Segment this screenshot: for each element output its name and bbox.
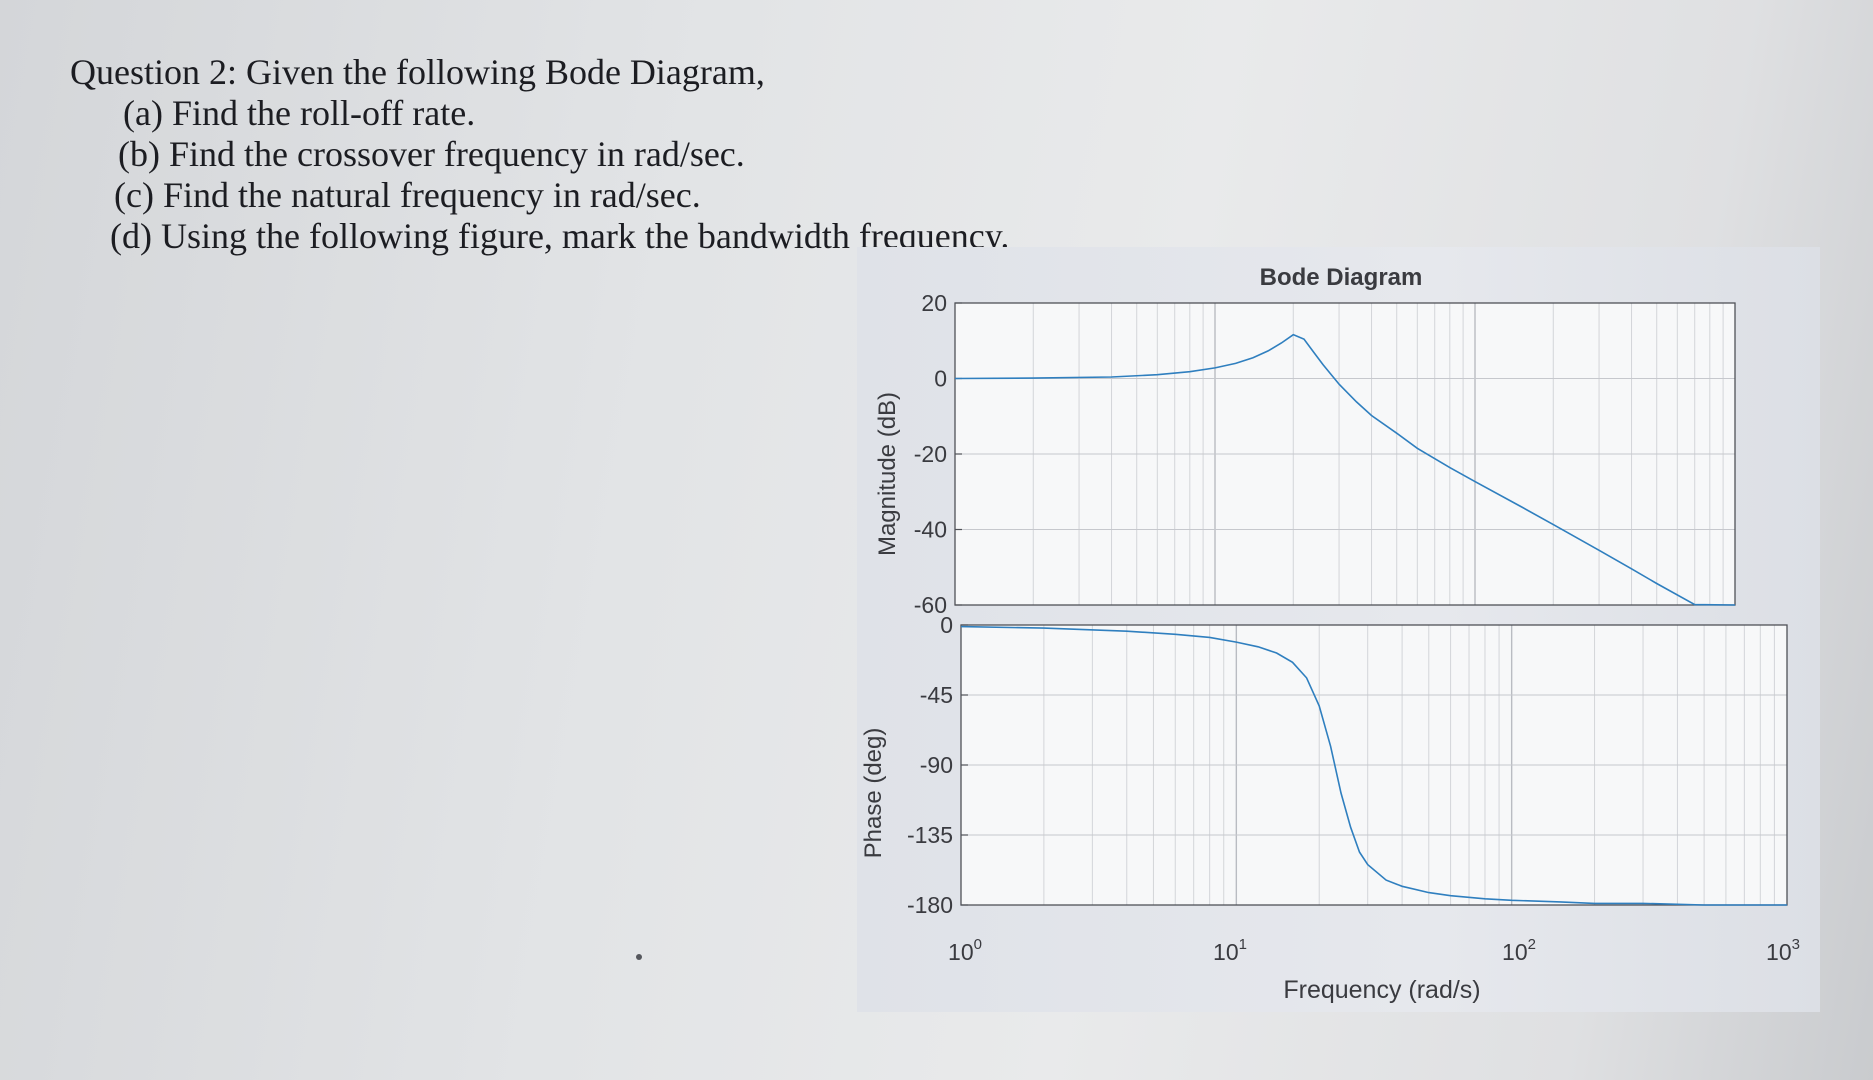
x-axis-label: Frequency (rad/s) [1283, 976, 1480, 1004]
phase-y-tick-label: 0 [940, 612, 953, 638]
bode-diagram-svg: Bode Diagram Magnitude (dB) Phase (deg) … [860, 264, 1800, 1004]
phase-series-line [960, 625, 1787, 906]
magnitude-y-tick-label: -60 [914, 592, 947, 618]
phase-y-tick-label: -90 [920, 752, 953, 778]
bode-figure: Bode Diagram Magnitude (dB) Phase (deg) … [857, 247, 1820, 1012]
x-tick-label: 100 [948, 936, 982, 965]
magnitude-y-axis-label: Magnitude (dB) [874, 392, 901, 556]
magnitude-y-tick-label: -20 [914, 441, 947, 467]
question-item-b: (b) Find the crossover frequency in rad/… [118, 134, 745, 174]
magnitude-y-tick-label: 0 [934, 366, 947, 392]
x-tick-label: 102 [1502, 936, 1536, 965]
phase-y-tick-label: -180 [907, 892, 953, 918]
phase-y-tick-label: -45 [920, 682, 953, 708]
chart-title: Bode Diagram [1260, 264, 1423, 291]
magnitude-y-tick-label: -40 [914, 517, 947, 543]
phase-y-tick-label: -135 [907, 822, 953, 848]
x-tick-label: 101 [1213, 936, 1247, 965]
magnitude-y-tick-label: 20 [921, 290, 947, 316]
question-item-a: (a) Find the roll-off rate. [123, 93, 476, 133]
stray-dot [636, 954, 642, 960]
question-text: Question 2: Given the following Bode Dia… [70, 52, 1009, 257]
x-tick-label: 103 [1766, 936, 1800, 965]
question-title: Question 2: Given the following Bode Dia… [70, 52, 765, 92]
question-item-c: (c) Find the natural frequency in rad/se… [114, 175, 701, 215]
phase-y-axis-label: Phase (deg) [860, 728, 887, 859]
magnitude-series-line [954, 333, 1736, 606]
